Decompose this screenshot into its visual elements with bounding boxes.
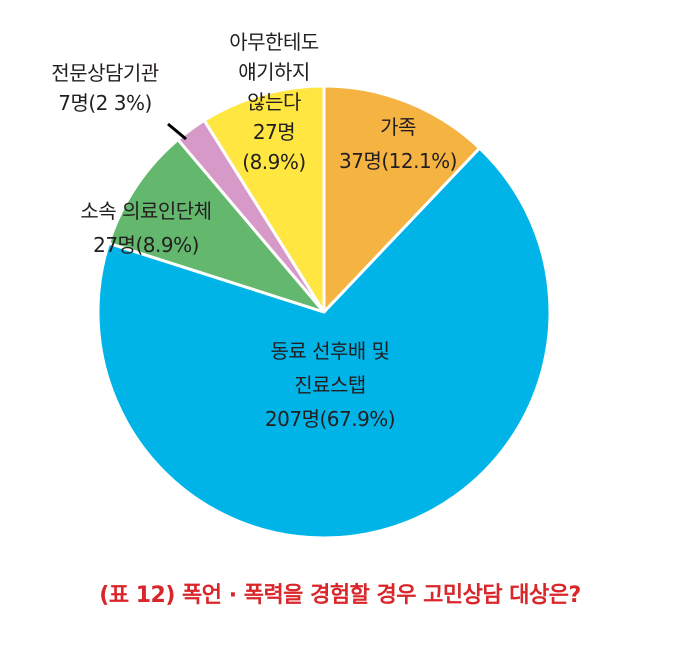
pie-slice-5 — [202, 84, 326, 314]
slice-label-4: 전문상담기관 7명(2 3%) — [51, 61, 158, 115]
leader-lines — [167, 122, 187, 141]
pie-slice-1 — [322, 84, 482, 314]
slice-label-line: 진료스탭 — [294, 373, 366, 397]
slice-label-1: 가족 37명(12.1%) — [339, 115, 457, 173]
chart-title: (표 12) 폭언 · 폭력을 경험할 경우 고민상담 대상은? — [99, 583, 581, 608]
slice-label-line: 가족 — [380, 115, 416, 139]
leader-line-slice-4 — [167, 122, 187, 141]
slice-label-line: 7명(2 3%) — [58, 91, 152, 115]
pie-slice-3 — [107, 138, 326, 314]
slice-label-line: 동료 선후배 및 — [270, 339, 389, 363]
slice-label-line: 않는다 — [247, 90, 301, 114]
slice-label-line: 얘기하지 — [238, 60, 310, 84]
pie-slices — [96, 84, 552, 540]
slice-label-3: 소속 의료인단체 27명(8.9%) — [80, 199, 211, 257]
slice-label-line: 27명(8.9%) — [93, 233, 199, 257]
slice-label-line: 207명(67.9%) — [265, 407, 395, 431]
pie-slice-2 — [96, 146, 552, 540]
slice-label-line: 전문상담기관 — [51, 61, 158, 85]
slice-label-line: (8.9%) — [242, 150, 305, 174]
slice-label-line: 아무한테도 — [229, 30, 319, 54]
slice-label-line: 27명 — [253, 120, 295, 144]
slice-label-line: 37명(12.1%) — [339, 149, 457, 173]
slice-label-line: 소속 의료인단체 — [80, 199, 211, 223]
